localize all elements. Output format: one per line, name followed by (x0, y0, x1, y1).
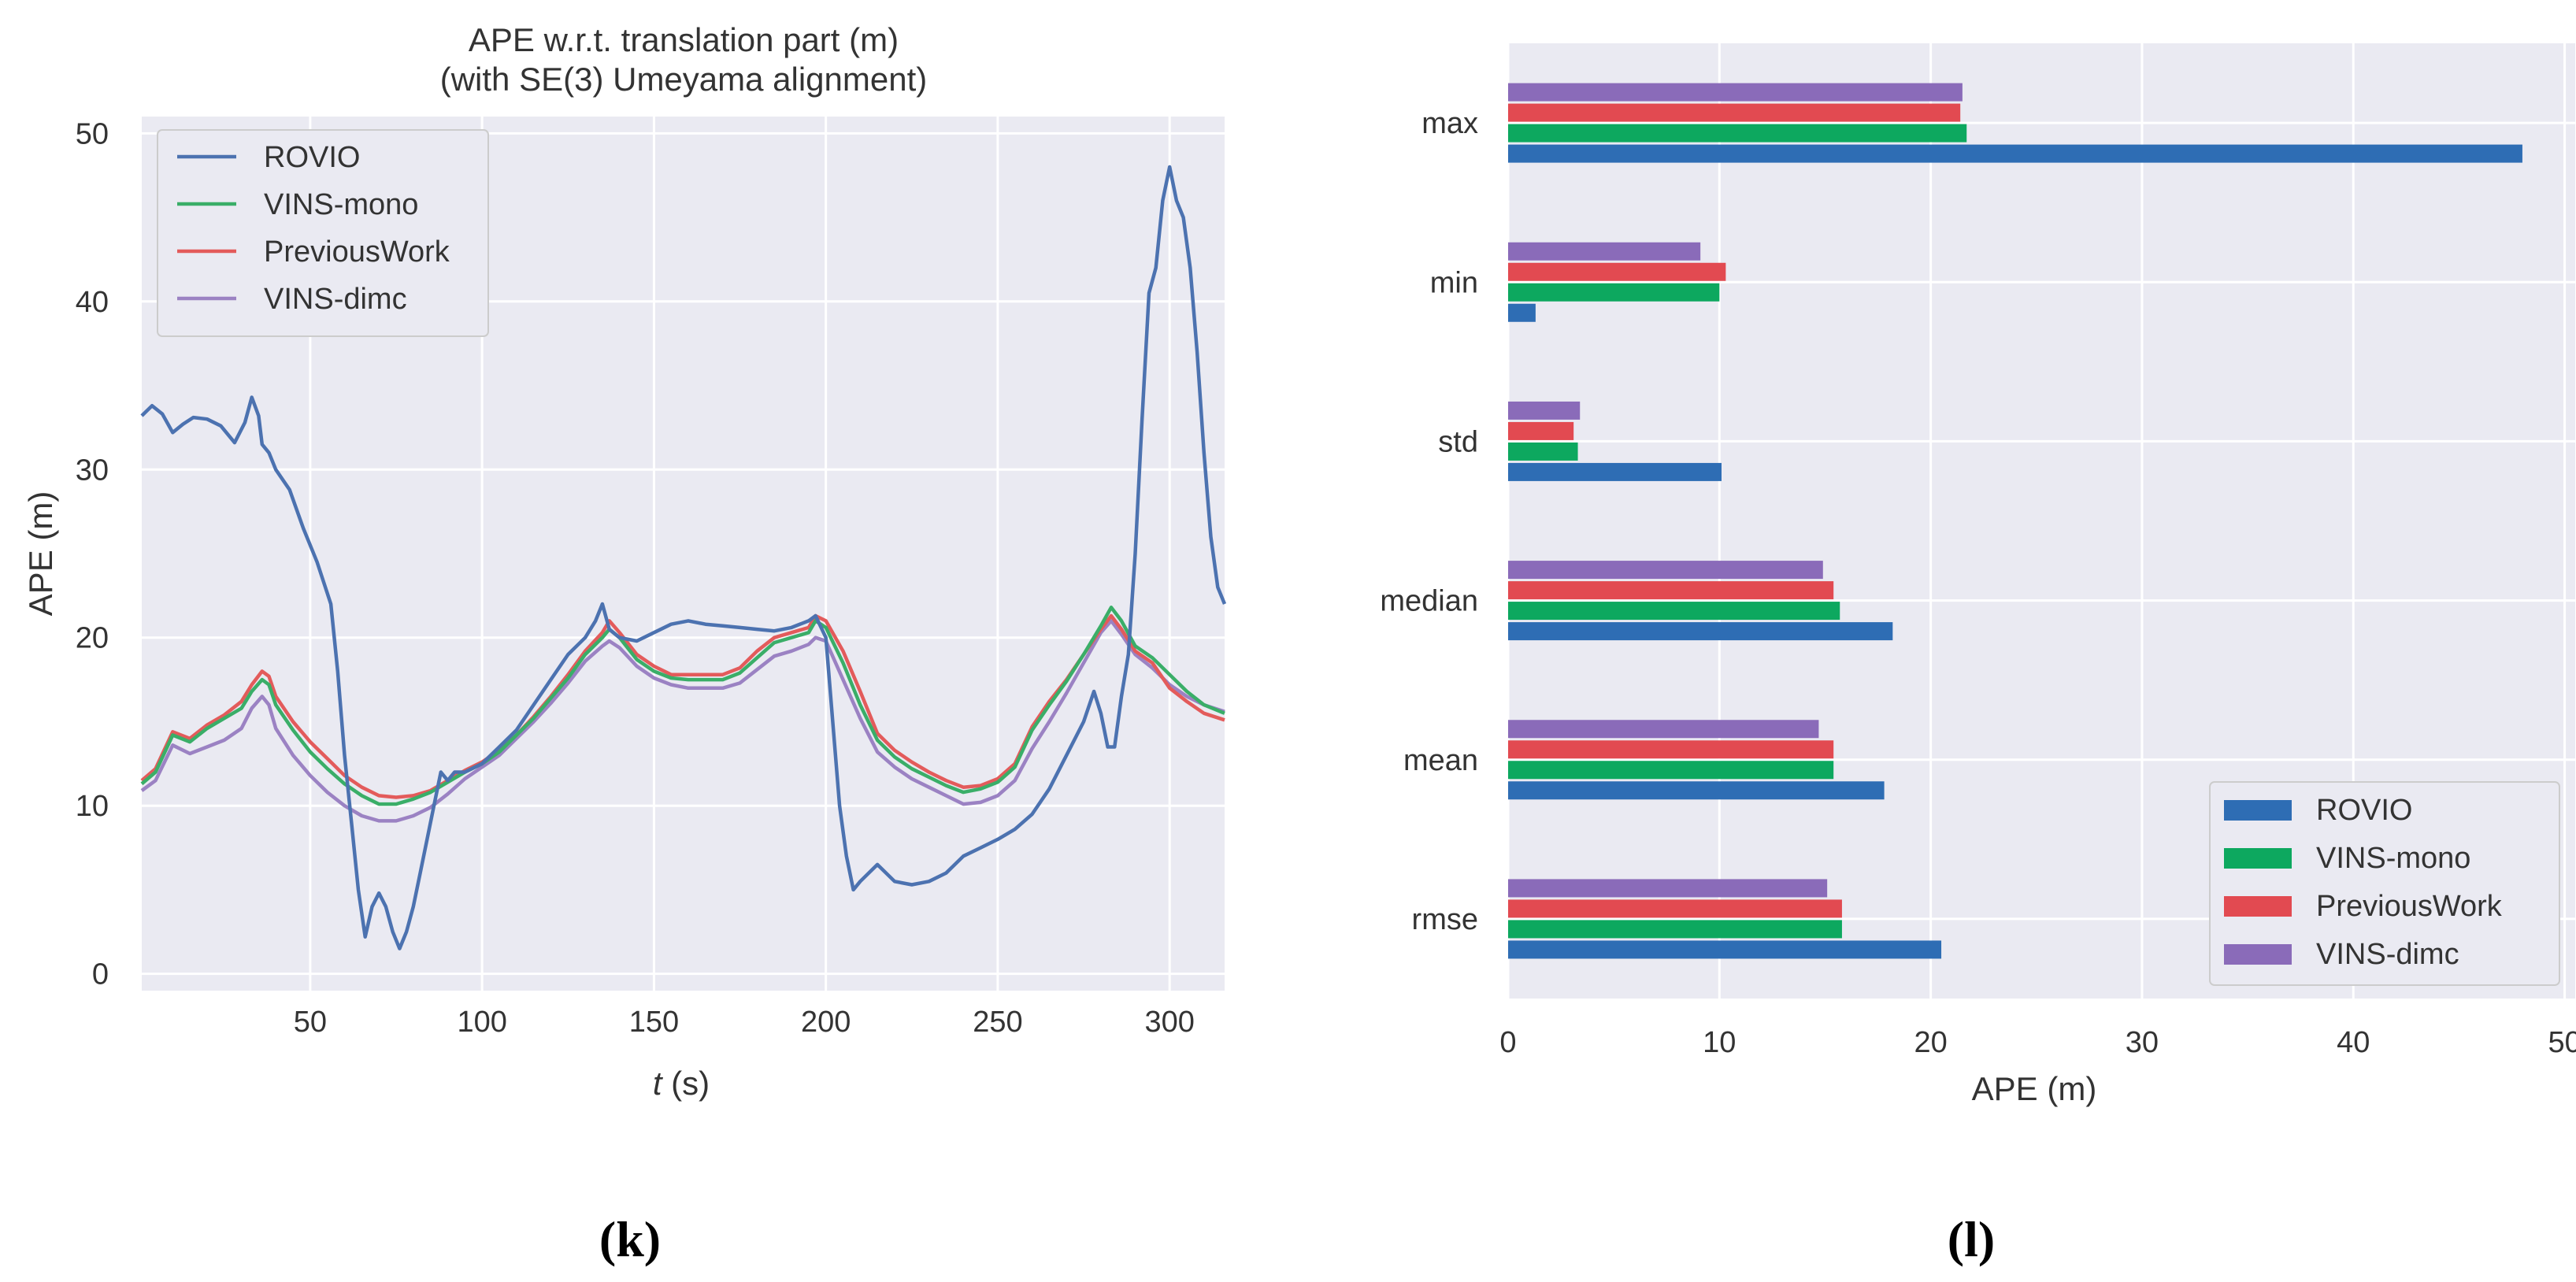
bar-median-previouswork (1508, 581, 1834, 600)
bar-max-previouswork (1508, 103, 1961, 122)
x-axis-unit: (s) (662, 1065, 710, 1102)
x-tick-label: 50 (294, 1006, 327, 1039)
bar-chart-category-labels: max min std median mean rmse (1380, 107, 1478, 936)
panel-label-left: (k) (599, 1211, 661, 1267)
legend-swatch (2224, 848, 2292, 869)
bar-chart-grid (1507, 43, 2575, 999)
x-tick-label: 10 (1703, 1026, 1736, 1059)
y-tick-label: 10 (76, 790, 109, 823)
y-tick-label: 30 (76, 454, 109, 487)
legend-swatch (2224, 896, 2292, 917)
bar-rmse-rovio (1508, 940, 1942, 959)
category-label: mean (1403, 744, 1478, 777)
x-tick-label: 50 (2548, 1026, 2576, 1059)
x-tick-label: 20 (1914, 1026, 1947, 1059)
x-tick-label: 150 (629, 1006, 679, 1039)
x-tick-label: 250 (973, 1006, 1022, 1039)
panel-label-right: (l) (1948, 1211, 1995, 1267)
bar-std-vins-dimc (1508, 401, 1581, 420)
bar-std-rovio (1508, 462, 1722, 481)
bar-median-rovio (1508, 622, 1893, 641)
bar-median-vins-dimc (1508, 561, 1823, 580)
bar-mean-vins-mono (1508, 761, 1834, 780)
x-tick-label: 0 (1499, 1026, 1516, 1059)
y-tick-label: 40 (76, 286, 109, 319)
line-chart-y-axis-title: APE (m) (22, 491, 59, 617)
bar-min-rovio (1508, 303, 1536, 322)
y-tick-label: 20 (76, 622, 109, 655)
bar-rmse-vins-mono (1508, 920, 1842, 939)
x-axis-variable: t (653, 1065, 664, 1102)
legend-swatch (2224, 944, 2292, 965)
legend-label: VINS-dimc (264, 283, 407, 316)
series-line-rovio (140, 165, 1227, 950)
x-tick-label: 40 (2337, 1026, 2370, 1059)
bar-std-vins-mono (1508, 442, 1578, 461)
x-tick-label: 300 (1144, 1006, 1194, 1039)
line-chart: 50 100 150 200 250 300 0 10 20 30 40 50 APE w.r.t.… (22, 21, 1227, 1102)
line-chart-legend: ROVIO VINS-mono PreviousWork VINS-dimc (157, 129, 489, 337)
bar-min-previouswork (1508, 262, 1726, 281)
legend-label: VINS-mono (2316, 842, 2470, 875)
series-line-previouswork (140, 613, 1225, 799)
y-tick-label: 0 (92, 958, 109, 991)
bar-min-vins-mono (1508, 283, 1720, 302)
category-label: median (1380, 585, 1478, 618)
bar-chart: 0 10 20 30 40 50 max min std median mean rmse APE … (1380, 43, 2576, 1107)
x-tick-label: 100 (457, 1006, 506, 1039)
bar-max-rovio (1508, 144, 2522, 163)
line-chart-x-ticks: 50 100 150 200 250 300 (294, 1006, 1195, 1039)
legend-label: VINS-mono (264, 188, 418, 221)
category-label: rmse (1412, 903, 1478, 936)
bar-mean-vins-dimc (1508, 720, 1819, 739)
bar-mean-previouswork (1508, 740, 1834, 759)
bar-median-vins-mono (1508, 602, 1840, 621)
bar-mean-rovio (1508, 781, 1885, 800)
bar-rmse-previouswork (1508, 899, 1842, 918)
bar-chart-x-ticks: 0 10 20 30 40 50 (1499, 1026, 2576, 1059)
legend-box (157, 129, 489, 337)
line-chart-y-ticks: 0 10 20 30 40 50 (76, 117, 109, 991)
bar-chart-x-axis-title: APE (m) (1972, 1070, 2097, 1107)
line-chart-x-axis-title: t (s) (653, 1065, 710, 1102)
bar-chart-bars (1508, 83, 2522, 959)
line-chart-series (140, 165, 1227, 950)
category-label: max (1421, 107, 1478, 140)
series-line-vins-mono (140, 606, 1225, 806)
bar-rmse-vins-dimc (1508, 879, 1828, 898)
bar-max-vins-mono (1508, 124, 1967, 143)
x-tick-label: 30 (2126, 1026, 2159, 1059)
line-chart-title: APE w.r.t. translation part (m) (469, 21, 899, 58)
y-tick-label: 50 (76, 117, 109, 150)
bar-chart-legend: ROVIO VINS-mono PreviousWork VINS-dimc (2209, 781, 2560, 986)
legend-label: ROVIO (264, 141, 360, 174)
legend-swatch (2224, 800, 2292, 821)
x-tick-label: 200 (801, 1006, 851, 1039)
legend-label: ROVIO (2316, 794, 2412, 827)
bar-min-vins-dimc (1508, 242, 1701, 261)
bar-max-vins-dimc (1508, 83, 1963, 102)
series-line-vins-dimc (140, 619, 1225, 823)
bar-std-previouswork (1508, 421, 1574, 440)
category-label: min (1430, 266, 1478, 299)
legend-box (2209, 781, 2560, 986)
legend-label: VINS-dimc (2316, 938, 2459, 971)
line-chart-grid (142, 117, 1225, 991)
category-label: std (1438, 425, 1478, 458)
line-chart-subtitle: (with SE(3) Umeyama alignment) (440, 61, 928, 98)
legend-label: PreviousWork (264, 235, 450, 269)
legend-label: PreviousWork (2316, 890, 2503, 923)
